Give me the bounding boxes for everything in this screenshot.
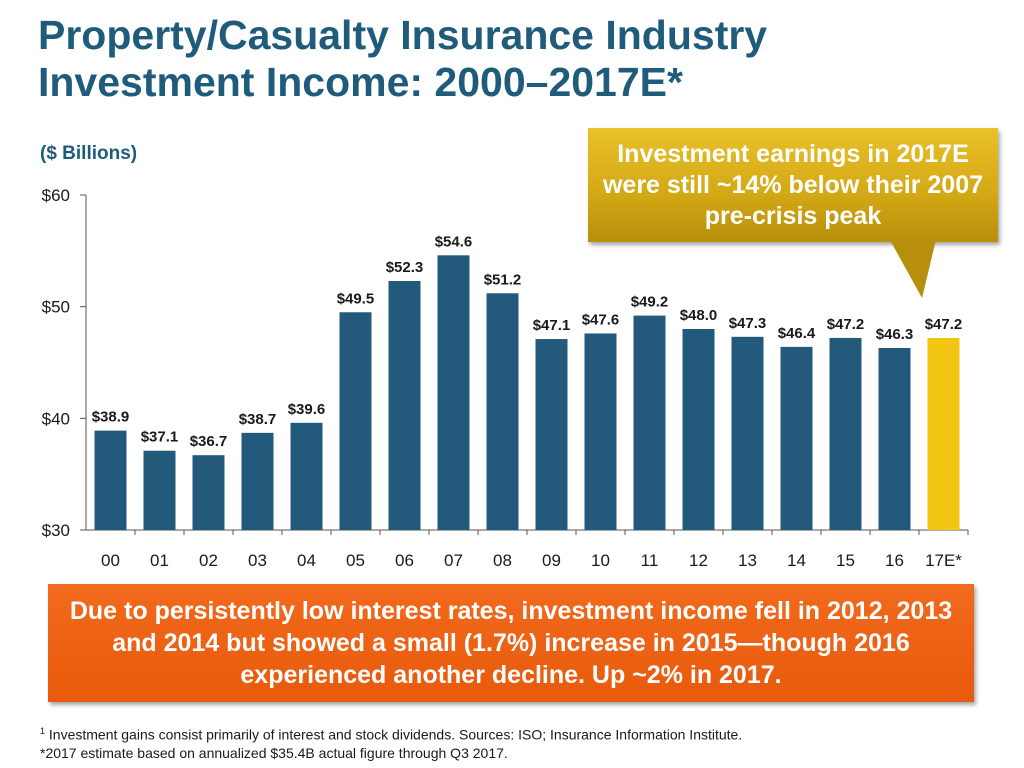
x-tick-label: 12 — [689, 551, 708, 570]
x-tick-label: 02 — [199, 551, 218, 570]
x-tick-label: 10 — [591, 551, 610, 570]
title-line-2: Investment Income: 2000–2017E* — [38, 59, 683, 105]
footnote-1-mark: 1 — [40, 726, 46, 736]
y-tick-label: $50 — [42, 298, 70, 317]
bar — [192, 455, 225, 530]
data-label: $38.7 — [239, 411, 277, 428]
page-title: Property/Casualty Insurance Industry Inv… — [38, 12, 818, 106]
bar — [584, 333, 617, 530]
bar — [927, 337, 960, 530]
summary-note-text: Due to persistently low interest rates, … — [69, 597, 953, 689]
y-tick-label: $60 — [42, 186, 70, 205]
bar — [780, 346, 813, 530]
data-label: $36.7 — [190, 433, 228, 450]
bar — [535, 339, 568, 530]
data-label: $47.3 — [729, 315, 767, 332]
data-label: $47.2 — [925, 316, 963, 333]
x-tick-label: 05 — [346, 551, 365, 570]
x-tick-label: 01 — [150, 551, 169, 570]
bar-chart: $30 $40 $50 $60 00 $38.9 01 $37.1 02 $36.7 03 $38.7… — [42, 186, 969, 570]
bar — [682, 329, 715, 530]
x-tick-label: 09 — [542, 551, 561, 570]
summary-note: Due to persistently low interest rates, … — [48, 584, 974, 702]
footnote-2: *2017 estimate based on annualized $35.4… — [40, 744, 508, 761]
bar — [437, 255, 470, 531]
x-tick-label: 08 — [493, 551, 512, 570]
bar — [241, 432, 274, 530]
data-label: $47.2 — [827, 316, 865, 333]
data-label: $52.3 — [386, 259, 424, 276]
bar — [486, 293, 519, 530]
footnote-1-text: Investment gains consist primarily of in… — [48, 726, 743, 743]
bar — [339, 312, 372, 530]
callout-text: Investment earnings in 2017E were still … — [602, 139, 984, 230]
x-tick-label: 17E* — [925, 551, 962, 570]
data-label: $48.0 — [680, 307, 718, 324]
x-tick-label: 06 — [395, 551, 414, 570]
data-label: $51.2 — [484, 271, 522, 288]
x-tick-label: 13 — [738, 551, 757, 570]
y-tick-label: $30 — [42, 521, 70, 540]
data-label: $47.6 — [582, 311, 620, 328]
bar — [731, 336, 764, 530]
data-label: $47.1 — [533, 317, 571, 334]
data-label: $46.4 — [778, 325, 816, 342]
y-tick-label: $40 — [42, 409, 70, 428]
data-label: $39.6 — [288, 401, 326, 418]
bar — [829, 337, 862, 530]
x-tick-label: 00 — [101, 551, 120, 570]
data-label: $49.5 — [337, 290, 375, 307]
data-label: $49.2 — [631, 294, 669, 311]
bar — [633, 315, 666, 530]
bar — [94, 430, 127, 530]
bar — [878, 347, 911, 530]
x-tick-label: 07 — [444, 551, 463, 570]
x-tick-label: 16 — [885, 551, 904, 570]
callout-box: Investment earnings in 2017E were still … — [588, 128, 998, 242]
x-tick-label: 11 — [641, 551, 659, 570]
x-tick-label: 04 — [297, 551, 316, 570]
data-label: $54.6 — [435, 233, 473, 250]
bar — [290, 422, 323, 530]
data-label: $46.3 — [876, 326, 914, 343]
data-label: $37.1 — [141, 429, 179, 446]
x-tick-label: 03 — [248, 551, 267, 570]
title-line-1: Property/Casualty Insurance Industry — [38, 12, 768, 58]
x-tick-label: 15 — [836, 551, 855, 570]
units-label: ($ Billions) — [40, 143, 138, 164]
footnotes: 1 Investment gains consist primarily of … — [40, 722, 980, 762]
data-label: $38.9 — [92, 409, 130, 426]
footnote-1: 1 Investment gains consist primarily of … — [40, 722, 980, 744]
callout-pointer — [890, 240, 936, 298]
bar — [388, 280, 421, 530]
bar — [143, 450, 176, 530]
x-tick-label: 14 — [787, 551, 806, 570]
